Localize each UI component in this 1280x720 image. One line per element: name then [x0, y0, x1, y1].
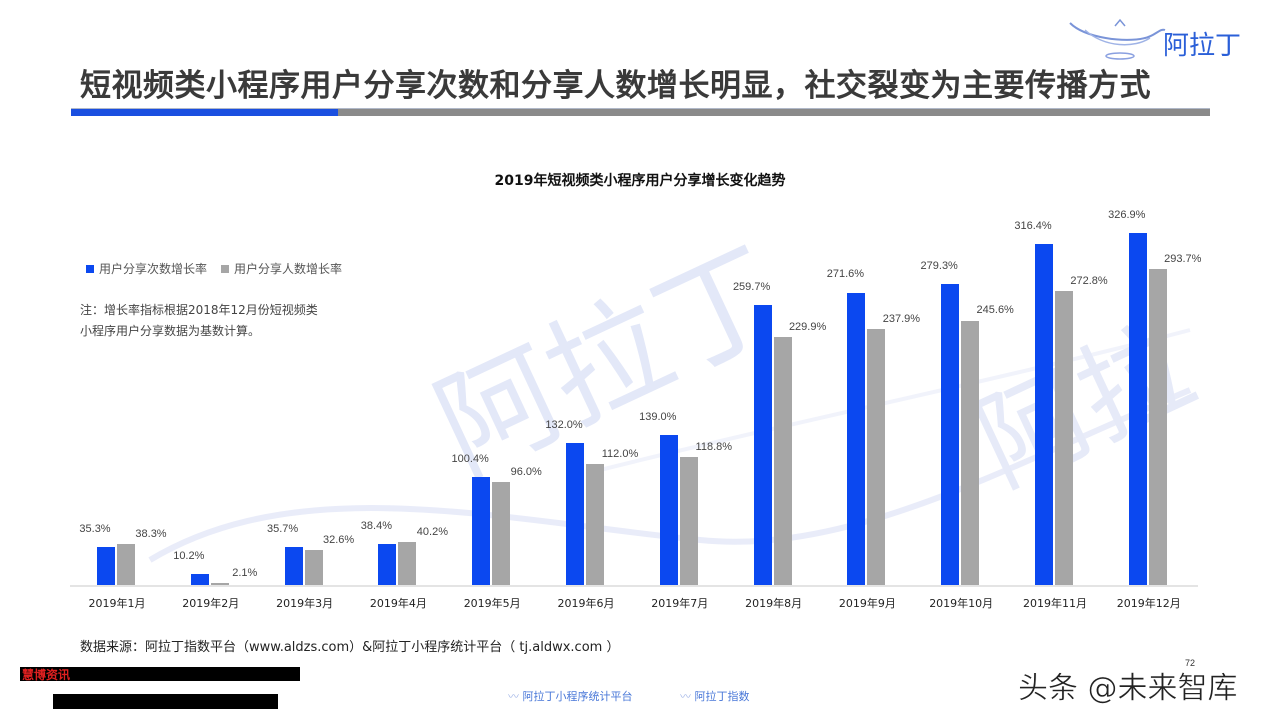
x-axis-tick-label: 2019年7月 — [651, 597, 709, 610]
bar-value-label: 139.0% — [639, 411, 677, 424]
chart-note: 注：增长率指标根据2018年12月份短视频类 小程序用户分享数据为基数计算。 — [80, 300, 318, 342]
bar-chart-plot: 35.3% 38.3% 2019年1月 10.2% 2.1% 2019年2月 35.7% 32… — [70, 200, 1202, 610]
bar-share-count — [284, 546, 303, 585]
bar-value-label: 118.8% — [695, 441, 733, 454]
footer-logo-index: 〰 阿拉丁指数 — [680, 688, 750, 704]
bar-value-label: 10.2% — [173, 550, 205, 562]
logo-text: 阿拉丁 — [1163, 31, 1242, 61]
header-rule-accent — [71, 109, 338, 116]
legend-label: 用户分享次数增长率 — [99, 262, 208, 276]
x-axis-tick-label: 2019年4月 — [369, 597, 427, 610]
lamp-icon: 〰 — [680, 690, 691, 703]
bar-share-users — [586, 464, 604, 585]
bar-share-users — [492, 481, 511, 585]
x-axis-line — [70, 585, 1198, 587]
bar-value-label: 32.6% — [322, 533, 355, 546]
bar-share-users — [961, 320, 980, 585]
bar-value-label: 96.0% — [510, 465, 542, 478]
bar-value-label: 259.7% — [732, 281, 771, 294]
header-rule-gray — [338, 109, 1210, 116]
x-axis-tick-label: 2019年3月 — [276, 597, 334, 610]
bar-share-users — [1055, 291, 1073, 585]
bar-share-count — [378, 543, 397, 585]
bar-share-count — [753, 305, 772, 585]
x-axis-tick-label: 2019年8月 — [745, 597, 803, 610]
bar-value-label: 2.1% — [232, 566, 258, 579]
bar-value-label: 38.3% — [135, 527, 167, 540]
bar-share-count — [566, 442, 584, 585]
x-axis-tick-label: 2019年12月 — [1116, 597, 1181, 610]
x-axis-tick-label: 2019年5月 — [463, 597, 521, 610]
bar-value-label: 293.7% — [1164, 252, 1202, 265]
bar-value-label: 316.4% — [1014, 220, 1052, 233]
bar-value-label: 271.6% — [826, 268, 865, 281]
footer-logo-stats: 〰 阿拉丁小程序统计平台 — [508, 688, 633, 704]
lamp-icon: 〰 — [508, 690, 519, 703]
watermark-text: 头条 @未来智库 — [1018, 671, 1238, 707]
data-source: 数据来源：阿拉丁指数平台（www.aldzs.com）&阿拉丁小程序统计平台（ … — [80, 640, 620, 655]
x-axis-tick-label: 2019年6月 — [557, 597, 615, 610]
x-axis-tick-label: 2019年1月 — [88, 597, 146, 610]
bar-value-label: 237.9% — [882, 312, 921, 325]
bar-share-count — [1128, 232, 1147, 585]
bar-value-label: 326.9% — [1108, 208, 1146, 221]
legend-swatch-blue — [86, 264, 94, 273]
footer-logo-stats-text: 阿拉丁小程序统计平台 — [522, 690, 633, 703]
bar-share-users — [210, 582, 229, 585]
x-axis-tick-label: 2019年11月 — [1023, 597, 1087, 610]
header-rule-line — [71, 108, 1210, 109]
chart-legend: 用户分享次数增长率 用户分享人数增长率 — [86, 260, 342, 277]
bar-value-label: 279.3% — [920, 260, 958, 273]
bar-value-label: 35.3% — [79, 522, 111, 535]
legend-label: 用户分享人数增长率 — [234, 262, 343, 276]
bar-value-label: 100.4% — [451, 452, 489, 465]
bar-share-count — [97, 546, 115, 585]
redacted-bar — [53, 694, 278, 709]
bar-value-label: 38.4% — [360, 519, 392, 532]
page-number: 72 — [1185, 658, 1196, 668]
bar-share-count — [659, 435, 678, 585]
bar-value-label: 35.7% — [266, 522, 299, 535]
bar-share-users — [1148, 268, 1167, 585]
bar-value-label: 132.0% — [545, 418, 583, 431]
bar-share-count — [847, 292, 866, 585]
legend-item-users: 用户分享人数增长率 — [221, 260, 342, 277]
bar-share-users — [117, 543, 135, 585]
bar-value-label: 229.9% — [788, 321, 827, 334]
note-line: 注：增长率指标根据2018年12月份短视频类 — [80, 303, 318, 317]
bar-share-users — [773, 337, 792, 585]
x-axis-tick-label: 2019年10月 — [929, 597, 994, 610]
bar-share-count — [190, 574, 209, 585]
bar-share-users — [679, 457, 698, 585]
bar-share-count — [1035, 244, 1053, 585]
note-line: 小程序用户分享数据为基数计算。 — [80, 324, 261, 338]
redacted-label: 慧博资讯 — [22, 668, 71, 682]
x-axis-tick-label: 2019年2月 — [182, 597, 240, 610]
legend-swatch-gray — [221, 264, 230, 273]
bar-share-count — [472, 476, 491, 585]
bar-value-label: 245.6% — [976, 304, 1014, 317]
page-title: 短视频类小程序用户分享次数和分享人数增长明显，社交裂变为主要传播方式 — [80, 68, 1151, 104]
footer-logo-index-text: 阿拉丁指数 — [694, 690, 750, 703]
bar-value-label: 112.0% — [601, 448, 639, 461]
bar-value-label: 272.8% — [1070, 275, 1108, 288]
bar-share-count — [941, 284, 960, 585]
redacted-bar: 慧博资讯 — [20, 667, 300, 682]
chart-title: 2019年短视频类小程序用户分享增长变化趋势 — [494, 173, 786, 189]
bar-share-users — [867, 328, 886, 585]
legend-item-shares: 用户分享次数增长率 — [86, 260, 207, 277]
bar-share-users — [304, 549, 323, 585]
bar-value-label: 40.2% — [416, 525, 448, 538]
aladdin-lamp-logo-icon — [1069, 18, 1166, 60]
bar-share-users — [398, 541, 417, 585]
x-axis-tick-label: 2019年9月 — [838, 597, 896, 610]
